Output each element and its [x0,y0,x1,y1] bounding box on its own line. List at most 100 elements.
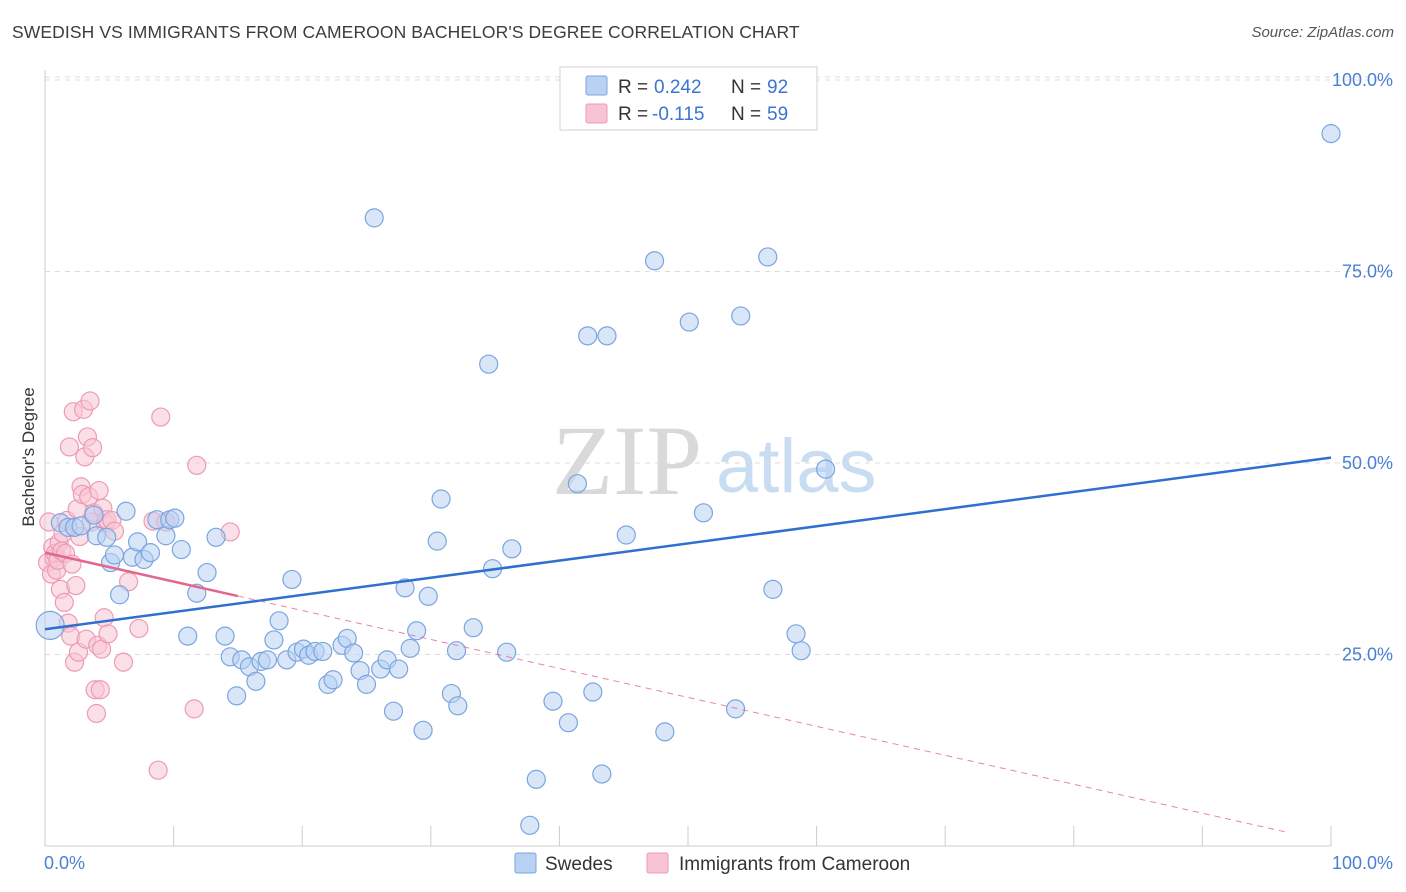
data-point-swedes [758,247,778,267]
y-axis-title: Bachelor's Degree [19,387,38,526]
legend-item-swedes-swatch [514,852,537,874]
data-point-cameroon [98,624,118,644]
data-point-swedes [215,626,235,646]
data-point-swedes [104,545,125,565]
legend-r-value: -0.115 [652,104,704,125]
legend-swatch-cameroon [585,103,608,124]
data-point-swedes [344,643,364,663]
data-point-swedes [448,696,468,716]
series-cameroon [37,391,240,780]
data-point-cameroon [148,760,168,780]
data-point-swedes [323,670,343,690]
data-point-cameroon [151,407,171,427]
data-point-swedes [497,642,517,662]
data-point-swedes [763,579,783,599]
y-tick-label: 25.0% [1342,645,1393,665]
data-point-swedes [35,610,65,640]
data-point-swedes [282,569,302,590]
series-swedes [35,124,1341,835]
legend-r-label: R = [618,104,648,125]
series-legend: Swedes Immigrants from Cameroon [514,852,910,875]
data-point-swedes [127,532,148,552]
y-tick-labels: 25.0% 50.0% 75.0% 100.0% [1332,70,1393,665]
data-point-swedes [97,527,117,547]
data-point-cameroon [66,575,86,596]
data-point-cameroon [129,618,149,639]
data-point-cameroon [184,699,204,719]
y-tick-label: 75.0% [1342,262,1393,282]
data-point-swedes [502,539,522,559]
data-point-swedes [389,659,409,679]
data-point-swedes [178,626,198,646]
data-point-swedes [400,638,420,658]
data-point-swedes [313,641,333,662]
data-point-swedes [356,674,377,694]
data-point-swedes [165,508,185,528]
legend-r-value: 0.242 [654,77,702,98]
data-point-swedes [116,501,136,521]
source-credit: Source: ZipAtlas.com [1251,24,1394,41]
data-point-cameroon [90,680,110,700]
trendline-swedes [44,456,1332,631]
watermark-zip: ZIP [552,405,702,516]
data-point-cameroon [82,438,103,458]
data-point-swedes [644,251,665,271]
chart-title: SWEDISH VS IMMIGRANTS FROM CAMEROON BACH… [12,22,800,42]
data-point-swedes [71,516,91,536]
data-point-swedes [679,312,699,332]
trendlines [44,456,1332,833]
data-point-swedes [791,641,811,661]
x-tick-label: 100.0% [1332,853,1393,873]
data-point-swedes [520,815,540,835]
data-point-swedes [597,326,617,346]
data-point-swedes [383,701,404,721]
data-point-swedes [264,630,284,650]
data-point-swedes [156,526,176,546]
data-point-swedes [725,699,746,719]
gridlines [45,76,1393,655]
data-point-swedes [206,527,226,547]
legend-n-label: N = [731,77,761,98]
data-point-swedes [583,682,603,702]
data-point-swedes [431,489,451,509]
data-point-swedes [413,720,433,740]
trendline-cameroon [44,551,239,598]
data-point-swedes [1321,124,1341,144]
data-point-swedes [592,764,612,784]
data-point-swedes [526,769,546,789]
data-point-swedes [655,722,675,742]
data-point-swedes [407,621,427,641]
data-point-swedes [558,713,579,733]
data-point-swedes [567,474,588,494]
data-point-swedes [616,525,636,545]
data-point-cameroon [187,455,207,475]
legend-n-value: 59 [767,104,788,125]
data-point-swedes [197,562,217,583]
data-point-cameroon [113,652,134,672]
data-point-cameroon [61,626,81,646]
correlation-legend: R = 0.242 N = 92 R = -0.115 N = 59 [559,66,818,131]
watermark-atlas: atlas [716,424,877,509]
data-point-swedes [257,650,278,670]
legend-item-swedes: Swedes [545,854,613,875]
data-point-cameroon [86,703,107,724]
data-point-swedes [786,624,806,644]
data-point-swedes [418,586,438,606]
data-point-swedes [269,611,289,631]
data-point-swedes [364,208,384,228]
data-point-cameroon [94,608,114,628]
data-point-swedes [109,585,130,605]
data-point-swedes [84,505,104,525]
data-point-swedes [693,503,714,523]
legend-item-cameroon-swatch [646,852,669,874]
data-point-swedes [395,578,415,598]
axes [44,70,1332,847]
x-tick-label: 0.0% [44,853,85,873]
data-point-cameroon [89,480,109,501]
data-point-cameroon [54,592,74,613]
data-point-swedes [246,671,266,691]
data-point-swedes [463,618,483,638]
data-point-cameroon [80,391,100,411]
legend-r-label: R = [618,77,648,98]
